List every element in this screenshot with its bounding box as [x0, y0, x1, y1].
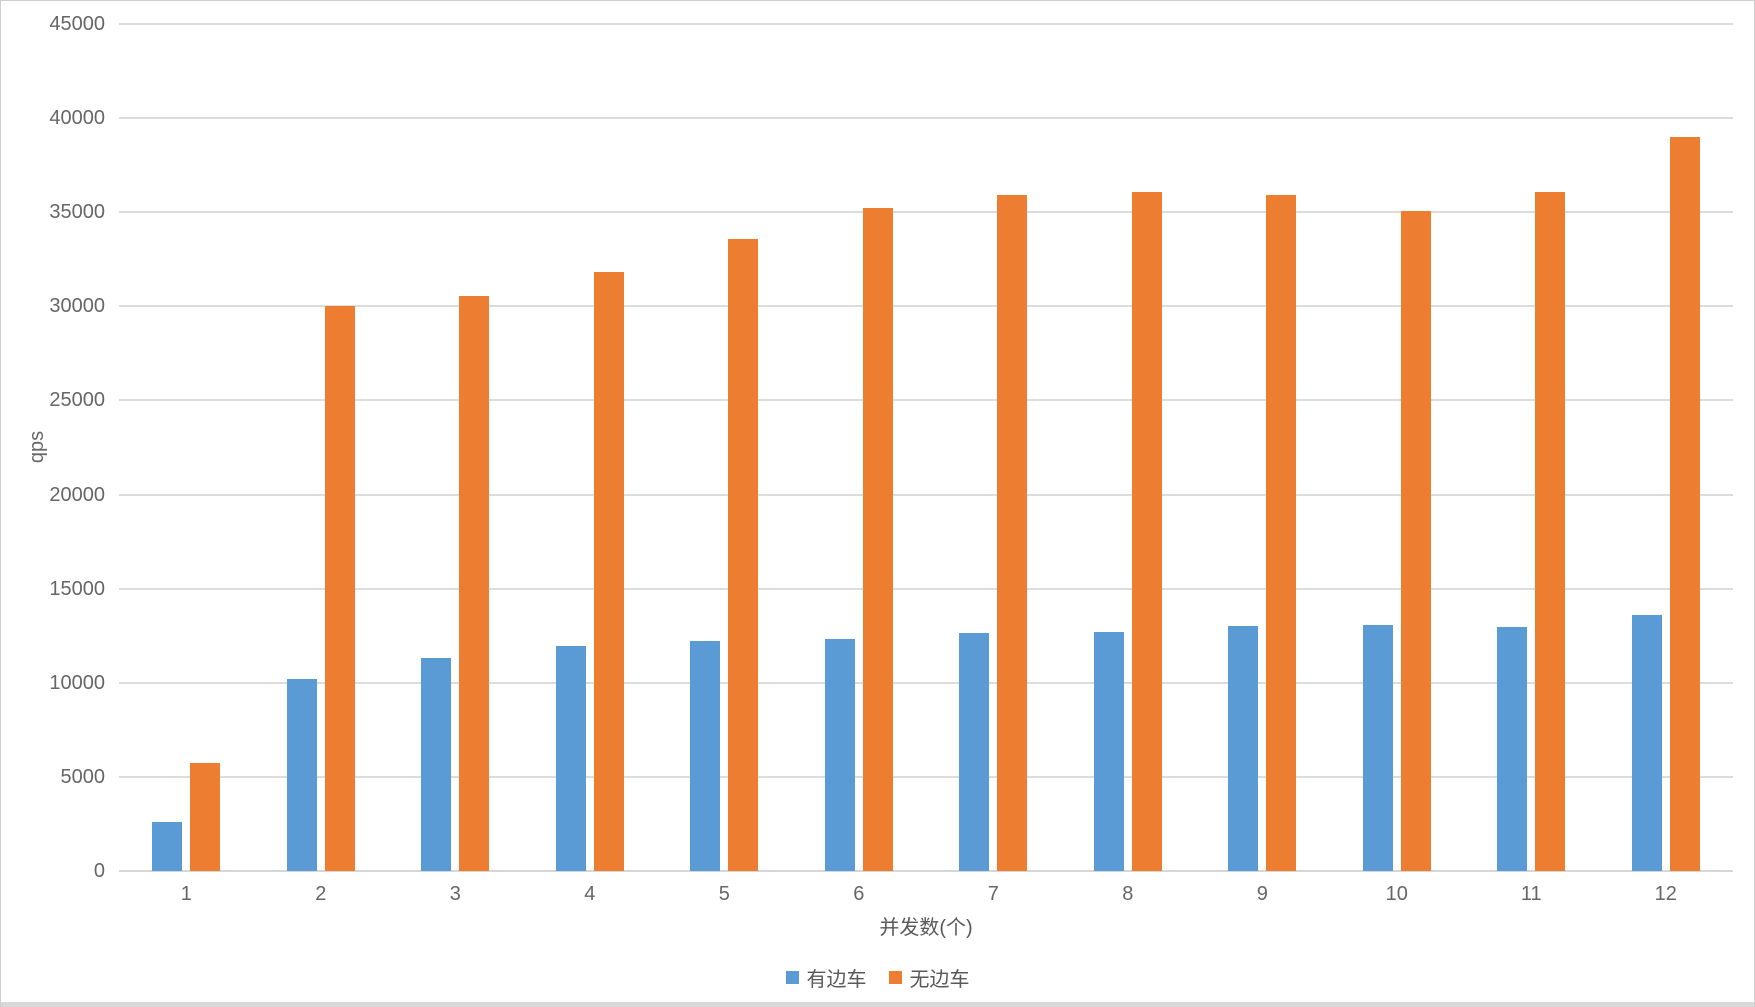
bar-有边车-9 — [1228, 626, 1259, 871]
ytick-label-45000: 45000 — [49, 13, 105, 35]
bar-group-6 — [792, 24, 927, 871]
xcat-label-5: 5 — [718, 883, 730, 905]
bar-group-12 — [1599, 24, 1734, 871]
bar-无边车-11 — [1535, 191, 1566, 871]
ytick-label-30000: 30000 — [49, 295, 105, 318]
bar-group-9 — [1195, 24, 1330, 871]
bar-group-2 — [254, 24, 389, 871]
bar-有边车-11 — [1497, 627, 1528, 871]
bar-group-1 — [119, 24, 254, 871]
bar-无边车-1 — [190, 762, 221, 871]
bar-无边车-6 — [862, 207, 893, 871]
gridline-25000 — [119, 399, 1733, 402]
gridline-40000 — [119, 117, 1733, 120]
x-axis-category-labels: 1 2 3 4 5 6 7 8 9 10 11 12 — [119, 883, 1733, 906]
bar-无边车-3 — [459, 295, 490, 871]
bars-layer — [119, 24, 1733, 871]
bar-无边车-9 — [1266, 195, 1297, 871]
bar-有边车-4 — [555, 646, 586, 871]
bar-无边车-5 — [728, 238, 759, 871]
bar-group-8 — [1061, 24, 1196, 871]
bar-有边车-6 — [824, 638, 855, 871]
ytick-label-25000: 25000 — [49, 389, 105, 412]
xcat-label-3: 3 — [449, 883, 461, 905]
bar-无边车-2 — [324, 306, 355, 871]
bar-有边车-3 — [421, 658, 452, 871]
legend: 有边车 无边车 — [1, 963, 1754, 992]
gridline-20000 — [119, 493, 1733, 496]
xcat-label-6: 6 — [853, 883, 865, 905]
legend-item-series1: 有边车 — [785, 963, 867, 992]
bar-group-10 — [1330, 24, 1465, 871]
series1-swatch — [785, 971, 799, 984]
ytick-label-35000: 35000 — [49, 201, 105, 224]
bar-有边车-10 — [1362, 625, 1393, 871]
gridline-5000 — [119, 775, 1733, 778]
gridline-0 — [119, 870, 1733, 872]
ytick-label-5000: 5000 — [60, 765, 106, 788]
series2-label: 无边车 — [909, 969, 970, 991]
bar-有边车-1 — [152, 822, 183, 871]
gridline-15000 — [119, 587, 1733, 590]
plot-area — [119, 23, 1733, 872]
x-axis-title: 并发数(个) — [879, 917, 973, 939]
gridline-35000 — [119, 211, 1733, 214]
ytick-label-20000: 20000 — [49, 483, 105, 506]
bar-有边车-5 — [690, 641, 721, 871]
xcat-label-1: 1 — [180, 883, 192, 905]
xcat-label-2: 2 — [315, 883, 327, 905]
ytick-label-15000: 15000 — [49, 577, 105, 600]
ytick-label-10000: 10000 — [49, 671, 105, 694]
gridline-30000 — [119, 305, 1733, 308]
series2-swatch — [888, 971, 902, 984]
bar-有边车-8 — [1093, 631, 1124, 871]
bar-无边车-7 — [997, 195, 1028, 871]
bar-无边车-12 — [1669, 136, 1700, 871]
gridline-45000 — [119, 23, 1733, 25]
xcat-label-7: 7 — [987, 883, 999, 905]
xcat-label-10: 10 — [1385, 883, 1408, 905]
bar-无边车-4 — [593, 271, 624, 871]
bar-有边车-7 — [959, 632, 990, 871]
bar-group-11 — [1464, 24, 1599, 871]
xcat-label-12: 12 — [1654, 883, 1677, 905]
bar-无边车-8 — [1131, 192, 1162, 871]
bar-group-3 — [388, 24, 523, 871]
bar-有边车-12 — [1631, 615, 1662, 871]
bar-group-7 — [926, 24, 1061, 871]
bottom-divider — [1, 1002, 1754, 1007]
gridline-10000 — [119, 681, 1733, 684]
bar-有边车-2 — [286, 679, 317, 871]
bar-group-5 — [657, 24, 792, 871]
ytick-label-0: 0 — [93, 860, 105, 882]
series1-label: 有边车 — [806, 969, 867, 991]
xcat-label-4: 4 — [584, 883, 596, 905]
xcat-label-8: 8 — [1122, 883, 1134, 905]
bar-group-4 — [523, 24, 658, 871]
xcat-label-9: 9 — [1256, 883, 1268, 905]
ytick-label-40000: 40000 — [49, 107, 105, 130]
xcat-label-11: 11 — [1520, 883, 1542, 905]
legend-item-series2: 无边车 — [888, 963, 970, 992]
bar-无边车-10 — [1400, 211, 1431, 871]
